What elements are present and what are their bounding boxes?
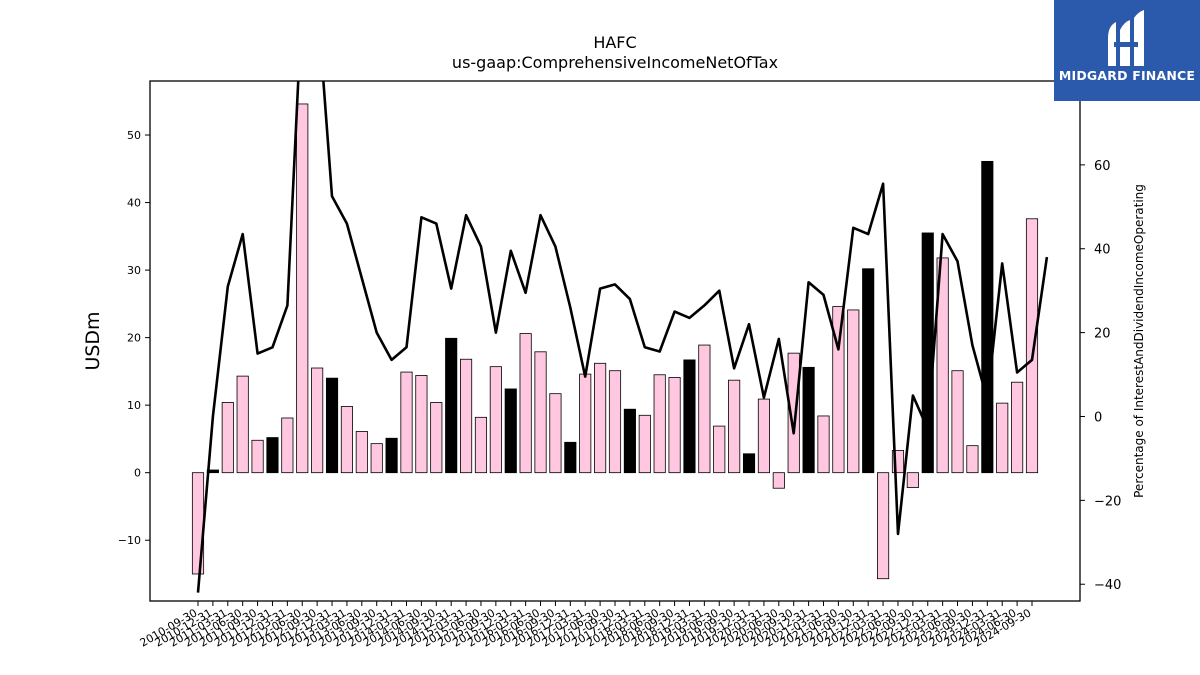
bar [951,370,964,474]
midgard-logo-icon [1108,10,1144,66]
y-right-tick-label: 40 [1094,243,1111,258]
bar [787,352,800,474]
bar [1011,381,1024,474]
y-right-tick-label: 20 [1094,327,1111,342]
bar [936,257,949,474]
chart-title: HAFC [593,33,636,52]
y-left-tick-label: 50 [127,129,141,142]
y-left-tick-label: 30 [127,264,141,277]
bar [266,437,279,474]
bar [355,431,368,474]
y-left-tick-label: −10 [118,534,141,547]
bar [430,402,443,474]
bar [281,417,294,474]
y-axis-left-label: USDm [82,311,104,370]
y-left-tick-label: 0 [134,467,141,480]
y-right-tick-label: 0 [1094,410,1102,425]
bar [623,408,636,474]
bar [445,337,458,474]
bar [415,375,428,474]
bar [296,103,309,474]
bar [683,359,696,474]
bar [772,472,785,489]
bar [757,398,770,474]
bar [474,416,488,474]
bar [519,333,532,474]
y-axis-right-label: Percentage of InterestAndDividendIncomeO… [1132,184,1146,498]
bar-series [191,103,1039,580]
y-right-tick-label: −40 [1094,578,1121,593]
bar [713,425,726,474]
bar [1025,218,1039,474]
bar [847,309,860,474]
bar [877,472,890,580]
y-left-tick-label: 40 [127,197,141,210]
y-left-tick-label: 20 [127,332,141,345]
y-left-tick-label: 10 [127,399,141,412]
bar [921,232,934,474]
bar [400,371,413,474]
bar [653,374,666,474]
bar [906,472,919,488]
bar [489,366,502,474]
bar [966,445,979,474]
bar [698,344,711,474]
bar [579,373,592,474]
bar [594,362,607,474]
bar [832,306,845,474]
bar [668,377,681,474]
bar [891,450,905,474]
series-line [196,81,1049,593]
bar [236,375,249,474]
bar [742,453,756,474]
bar [385,437,398,474]
bar [564,441,577,474]
bar [862,268,875,474]
bar [370,443,383,474]
y-right-tick-label: 60 [1094,159,1111,174]
bar [549,393,562,474]
chart-subtitle: us-gaap:ComprehensiveIncomeNetOfTax [452,53,778,72]
bar [251,439,264,474]
bar [221,402,234,474]
bar [996,402,1009,474]
bar [311,367,324,474]
bar [340,406,353,474]
bar [504,388,517,474]
bar [728,379,741,474]
bar [802,366,815,474]
bar [817,415,830,474]
logo-text: MIDGARD FINANCE [1058,68,1196,83]
brand-logo: MIDGARD FINANCE [1054,0,1200,101]
bar [608,370,622,474]
bar [460,358,473,474]
line-series [196,81,1049,593]
bar [534,351,547,474]
y-right-tick-label: −20 [1094,494,1121,509]
bar [981,160,994,474]
bar [638,414,651,474]
bar [325,377,339,474]
